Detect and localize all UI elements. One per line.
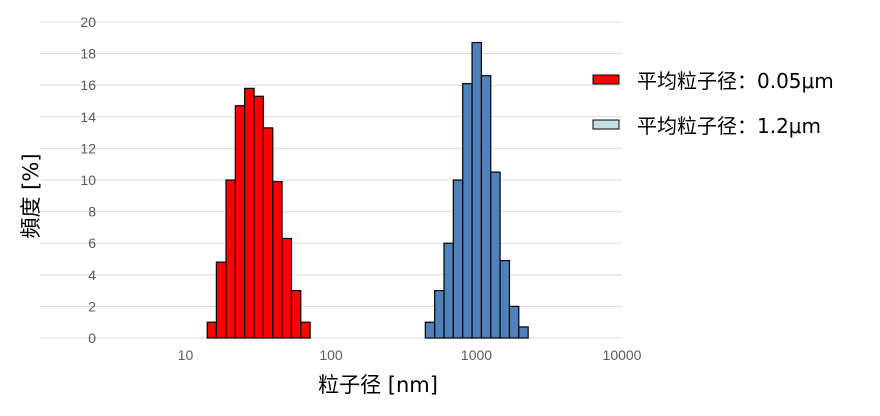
bar-series-2: [471, 41, 483, 339]
bar-series-2: [424, 321, 436, 339]
bar-series-1: [262, 127, 274, 339]
bars: [206, 41, 529, 339]
bar-series-1: [300, 321, 311, 339]
bar-series-1: [234, 105, 246, 339]
legend-label-series-2: 平均粒子径：1.2μm: [637, 114, 821, 138]
legend-label-series-1: 平均粒子径：0.05μm: [637, 69, 834, 93]
bar-series-1: [215, 261, 227, 339]
bar-series-1: [272, 180, 283, 339]
x-tick-label: 10000: [603, 347, 642, 363]
x-tick-label: 1000: [461, 347, 492, 363]
bar-series-2: [452, 179, 464, 339]
y-tick-label: 14: [80, 109, 96, 125]
y-axis-title: 頻度 [%]: [19, 153, 43, 238]
gridlines: [40, 21, 622, 339]
y-tick-label: 20: [80, 14, 96, 30]
bar-series-2: [434, 290, 445, 339]
x-tick-labels: 10 100 1000 10000: [178, 347, 642, 363]
y-tick-label: 12: [80, 140, 96, 156]
bar-series-2: [462, 83, 473, 339]
bar-series-1: [281, 237, 293, 339]
y-tick-label: 10: [80, 172, 96, 188]
bar-series-1: [225, 179, 236, 339]
bar-series-2: [480, 75, 492, 339]
bar-series-2: [508, 305, 520, 339]
bar-series-2: [490, 171, 501, 339]
y-tick-label: 2: [88, 298, 96, 314]
legend: 平均粒子径：0.05μm 平均粒子径：1.2μm: [592, 69, 834, 138]
bar-series-1: [206, 321, 217, 339]
x-tick-label: 100: [319, 347, 343, 363]
legend-swatch-series-2: [592, 119, 620, 130]
y-tick-label: 16: [80, 77, 96, 93]
bar-series-1: [244, 87, 255, 339]
bar-series-2: [499, 259, 511, 339]
y-tick-label: 4: [88, 267, 96, 283]
x-axis-title: 粒子径 [nm]: [318, 373, 438, 397]
legend-swatch-series-1: [592, 74, 620, 85]
y-tick-label: 18: [80, 46, 96, 62]
bar-series-2: [443, 242, 454, 339]
y-tick-label: 8: [88, 204, 96, 220]
y-tick-label: 0: [88, 330, 96, 346]
x-tick-label: 10: [178, 347, 194, 363]
bar-series-2: [518, 326, 529, 339]
y-tick-label: 6: [88, 235, 96, 251]
bar-series-1: [290, 290, 302, 339]
bar-series-1: [253, 95, 264, 339]
y-tick-labels: 0 2 4 6 8 10 12 14 16 18 20: [80, 14, 96, 346]
